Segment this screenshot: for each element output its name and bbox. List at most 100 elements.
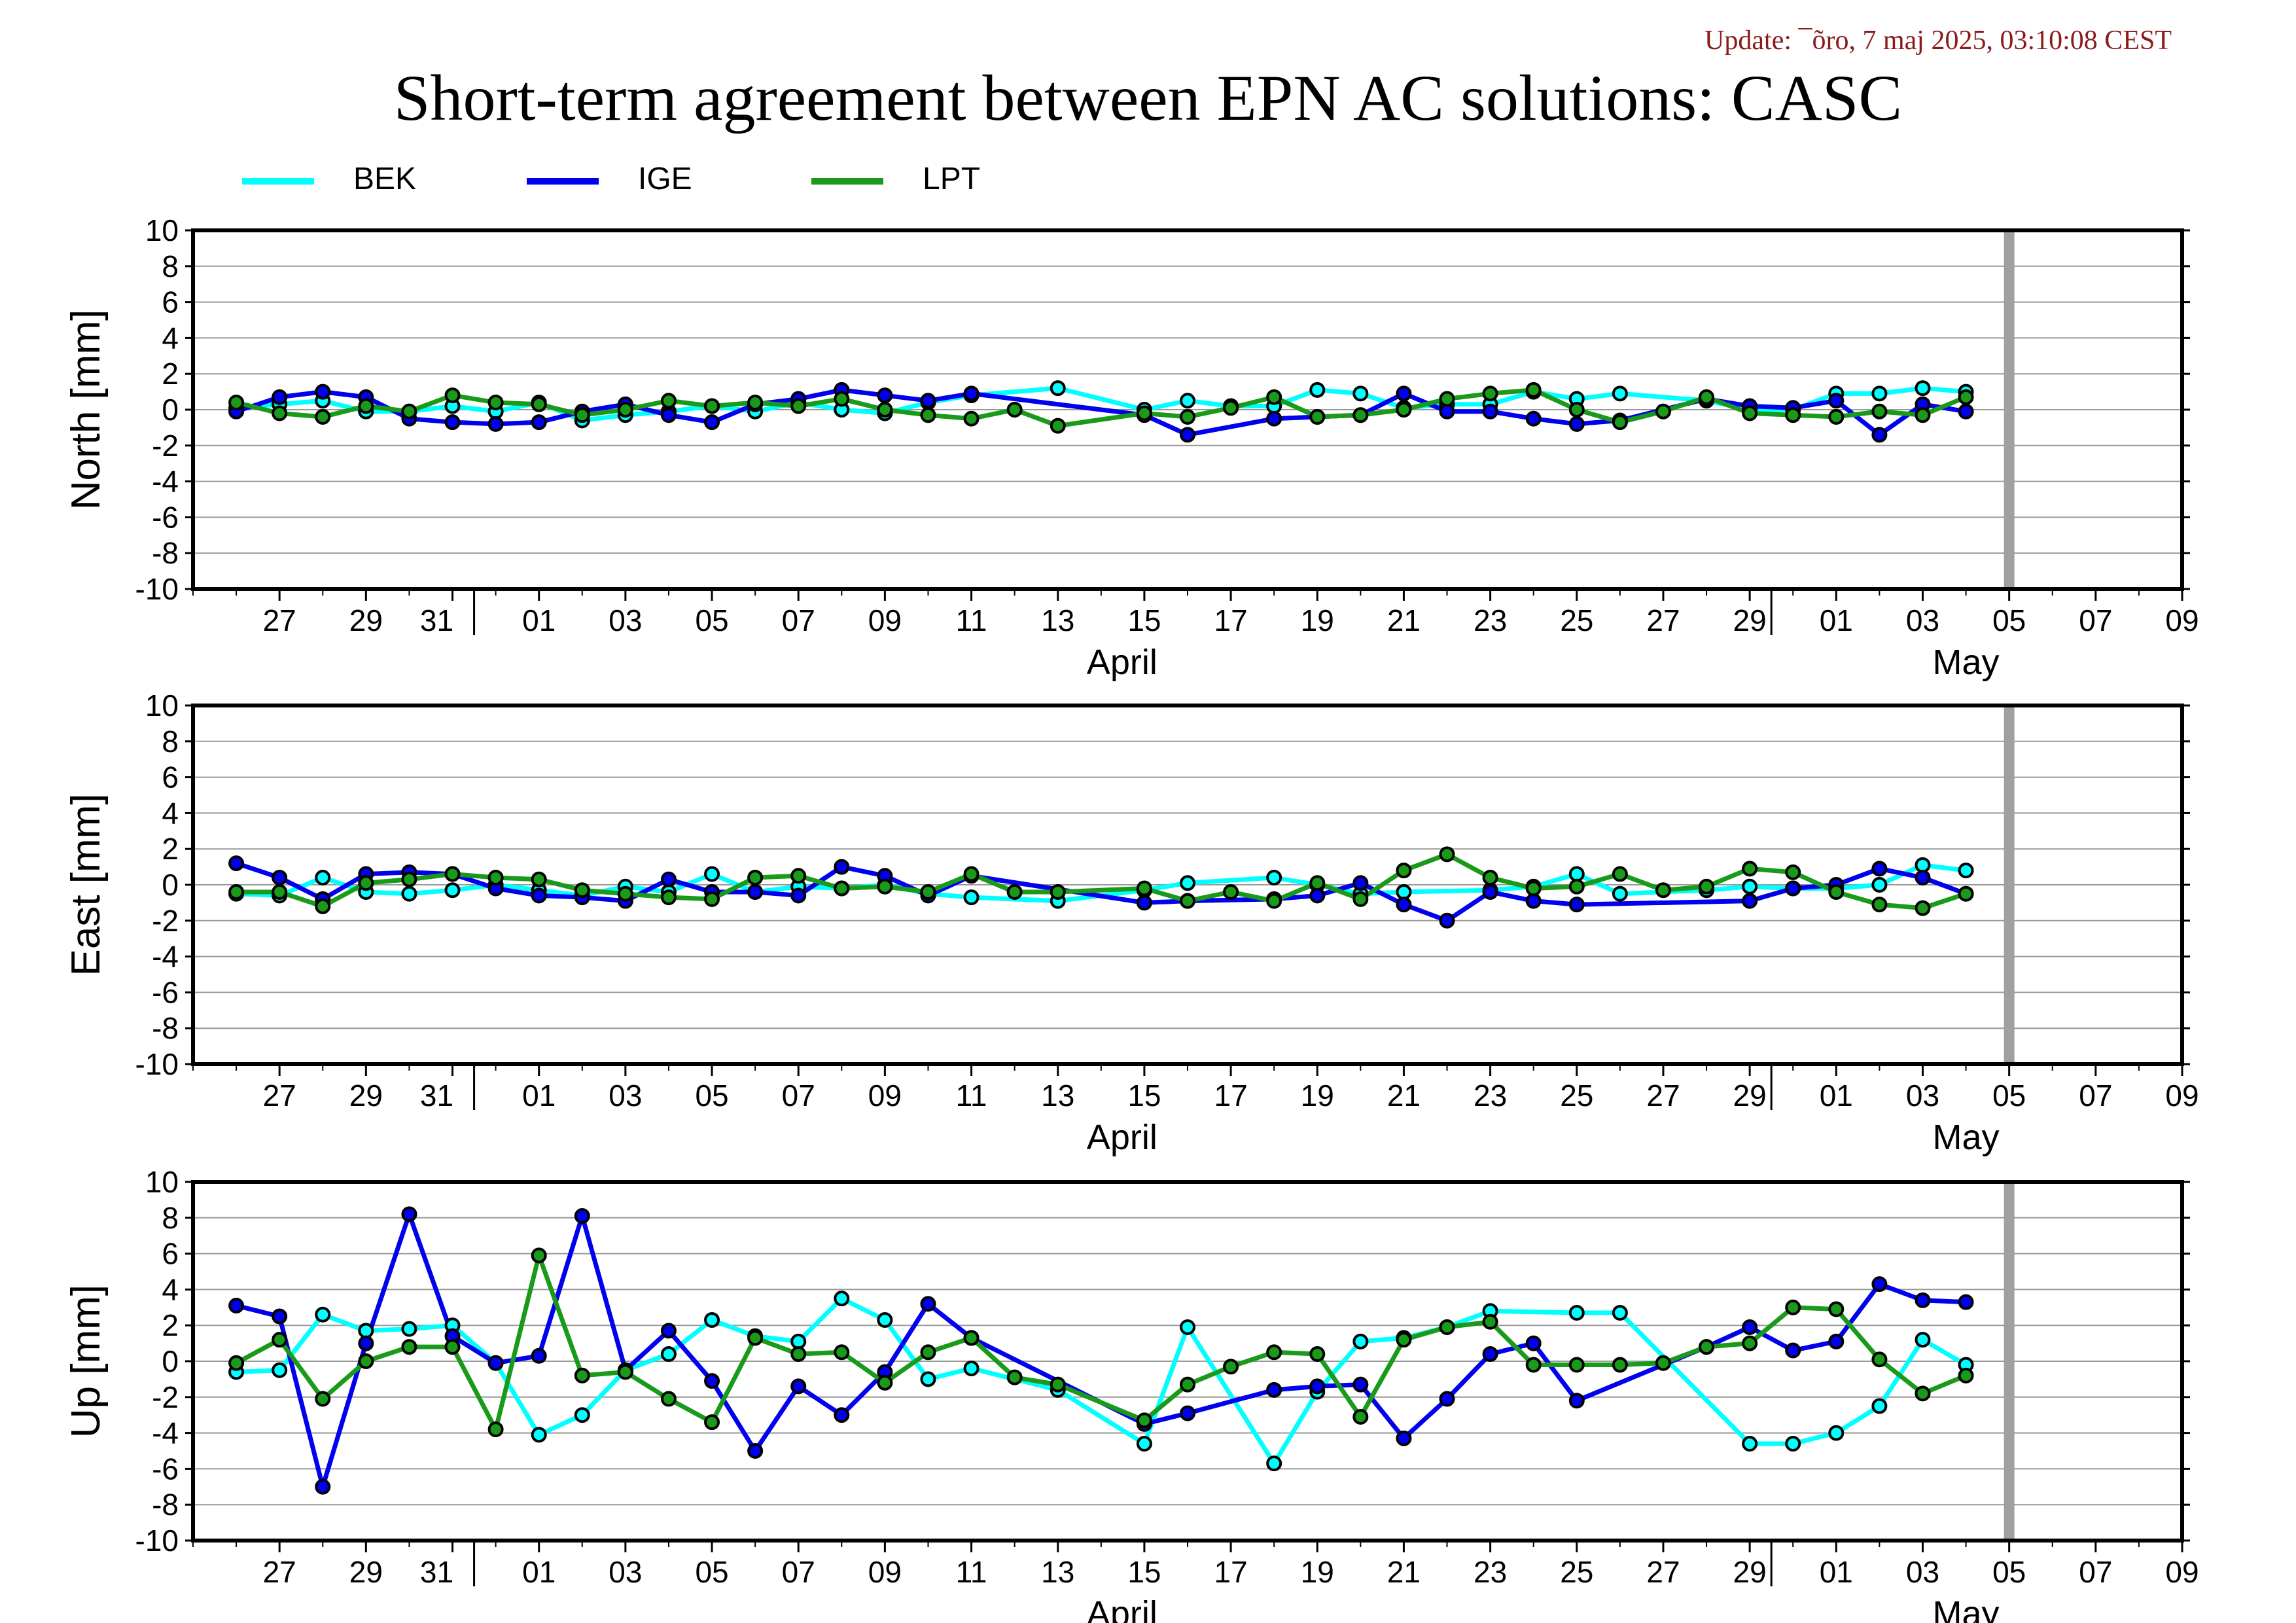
data-point-ige (834, 1407, 850, 1423)
month-label-may: May (1933, 643, 2000, 682)
data-point-ige (315, 383, 331, 400)
data-point-ige (1352, 875, 1369, 891)
x-tick-label: 19 (1301, 1555, 1334, 1589)
data-point-lpt (1699, 1339, 1715, 1355)
data-point-ige (228, 855, 245, 872)
x-tick-label: 25 (1560, 1079, 1593, 1113)
x-tick-label: 03 (1906, 1079, 1939, 1113)
x-tick-label: 03 (609, 603, 642, 637)
y-tick-label: -8 (152, 1488, 179, 1522)
data-point-lpt (877, 878, 893, 895)
data-point-lpt (1309, 408, 1326, 425)
data-point-ige (660, 407, 677, 423)
data-point-ige (660, 871, 677, 887)
data-point-lpt (1309, 1346, 1326, 1363)
y-tick-label: 8 (162, 1201, 179, 1235)
x-tick-label: 13 (1041, 1079, 1074, 1113)
data-point-ige (1309, 887, 1326, 904)
data-point-bek (1612, 885, 1628, 902)
data-point-ige (790, 1378, 807, 1395)
data-point-bek (1180, 1319, 1195, 1335)
data-point-lpt (1050, 1376, 1066, 1393)
data-point-lpt (1396, 402, 1412, 418)
data-point-lpt (1958, 885, 1974, 902)
y-tick-label: 2 (162, 832, 179, 866)
data-point-lpt (1612, 414, 1628, 431)
x-tick-label: 09 (868, 603, 902, 637)
data-point-ige (1828, 393, 1845, 409)
data-point-bek (1568, 866, 1585, 882)
data-point-ige (272, 1308, 288, 1325)
data-point-ige (358, 1335, 374, 1351)
y-tick-label: 10 (145, 688, 179, 722)
data-point-lpt (574, 407, 590, 423)
data-point-bek (315, 1306, 331, 1323)
data-point-bek (963, 889, 980, 906)
data-point-lpt (531, 871, 547, 887)
y-tick-label: 8 (162, 724, 179, 758)
x-tick-label: 15 (1127, 1555, 1161, 1589)
data-point-ige (228, 1298, 245, 1314)
data-point-bek (1266, 1455, 1282, 1472)
data-point-lpt (1180, 1376, 1195, 1393)
data-point-lpt (1699, 878, 1715, 895)
data-point-lpt (228, 1355, 245, 1371)
data-point-lpt (1871, 897, 1888, 913)
data-point-lpt (1136, 1412, 1152, 1429)
data-point-bek (1309, 382, 1326, 398)
x-tick-label: 29 (349, 603, 383, 637)
data-point-bek (1871, 877, 1888, 893)
data-point-lpt (790, 398, 807, 414)
y-tick-label: 4 (162, 321, 179, 355)
data-point-bek (704, 866, 720, 882)
y-tick-label: -2 (152, 904, 179, 938)
data-point-lpt (704, 1414, 720, 1431)
data-point-ige (531, 414, 547, 431)
y-tick-label: -4 (152, 1416, 179, 1450)
data-point-bek (531, 1427, 547, 1443)
data-point-lpt (877, 402, 893, 418)
data-point-bek (704, 1311, 720, 1328)
data-point-lpt (1136, 880, 1152, 897)
x-tick-label: 13 (1041, 1555, 1074, 1589)
data-point-lpt (315, 408, 331, 425)
data-point-ige (834, 859, 850, 875)
data-point-lpt (1742, 1335, 1758, 1351)
data-point-lpt (1006, 402, 1023, 418)
data-point-bek (1266, 870, 1282, 886)
data-point-ige (1266, 1382, 1282, 1398)
y-tick-label: 0 (162, 1344, 179, 1378)
x-tick-label: 29 (1733, 603, 1767, 637)
data-point-lpt (1525, 880, 1542, 897)
data-point-ige (1568, 897, 1585, 913)
data-point-bek (1915, 380, 1931, 397)
data-point-ige (1352, 1376, 1369, 1393)
y-tick-label: -4 (152, 940, 179, 974)
data-point-ige (920, 1296, 936, 1312)
series-line-bek (236, 1296, 1968, 1466)
x-tick-label: 07 (2079, 603, 2112, 637)
data-point-lpt (1309, 875, 1326, 891)
month-label-may: May (1933, 1118, 2000, 1157)
data-point-bek (1136, 1436, 1152, 1452)
data-point-bek (1180, 393, 1195, 409)
data-point-lpt (1568, 1357, 1585, 1373)
data-point-ige (574, 1208, 590, 1224)
data-point-lpt (1266, 893, 1282, 909)
data-point-bek (574, 1407, 590, 1423)
x-tick-label: 19 (1301, 1079, 1334, 1113)
data-point-lpt (401, 871, 417, 887)
data-point-lpt (358, 875, 374, 891)
data-point-lpt (660, 889, 677, 906)
data-point-ige (1439, 912, 1455, 929)
data-point-lpt (1439, 1319, 1455, 1335)
x-tick-label: 29 (1733, 1555, 1767, 1589)
data-point-ige (1482, 1346, 1498, 1363)
data-point-bek (877, 1311, 893, 1328)
data-point-ige (790, 887, 807, 904)
y-tick-label: 6 (162, 760, 179, 794)
data-point-lpt (617, 1364, 633, 1380)
legend-label-bek: BEK (353, 162, 417, 196)
data-point-bek (1612, 385, 1628, 402)
data-point-lpt (272, 1332, 288, 1348)
